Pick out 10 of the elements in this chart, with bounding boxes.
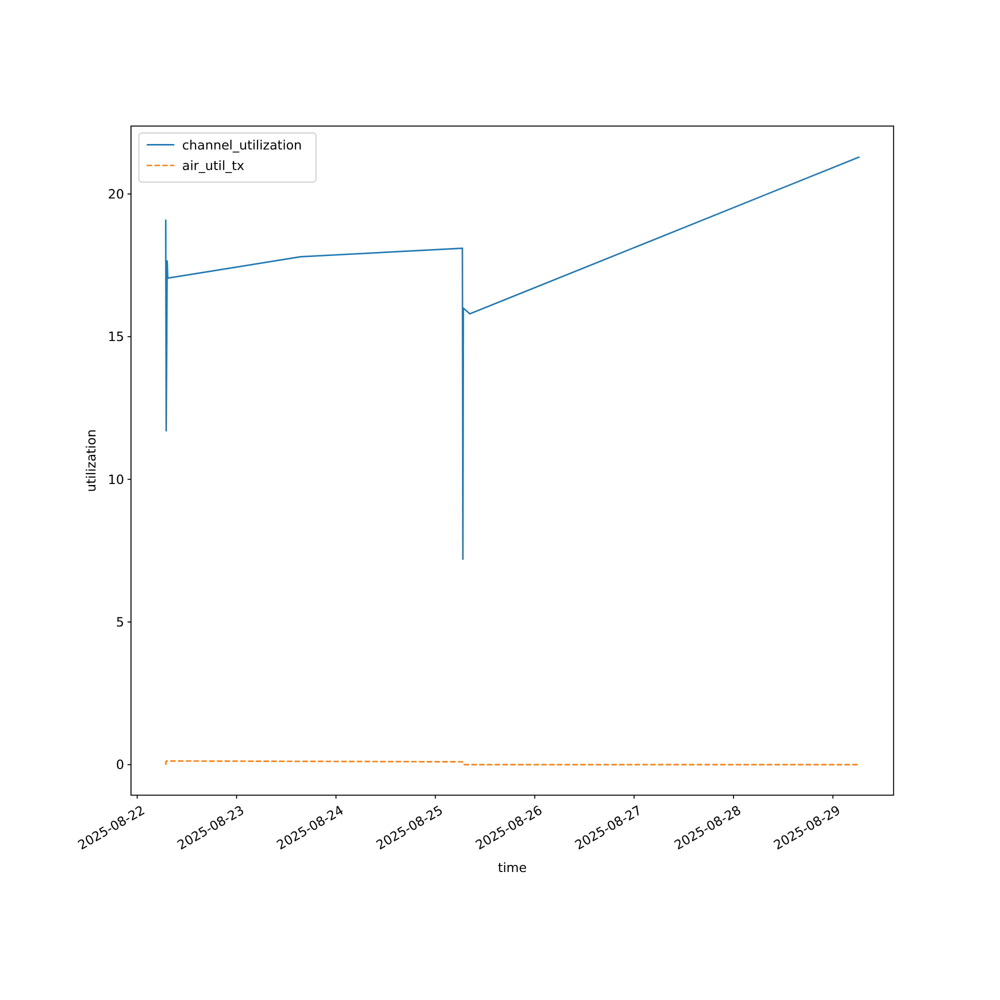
y-tick-label: 0 [116, 758, 124, 774]
x-axis-title: time [498, 860, 527, 876]
legend-label: air_util_tx [182, 158, 245, 174]
legend-label: channel_utilization [182, 138, 302, 154]
y-axis-title: utilization [84, 429, 100, 492]
y-tick-label: 20 [108, 187, 124, 202]
line-series [164, 156, 860, 560]
y-tick-label: 5 [116, 615, 124, 630]
y-tick-label: 15 [108, 330, 124, 346]
y-tick-label: 10 [108, 472, 124, 488]
